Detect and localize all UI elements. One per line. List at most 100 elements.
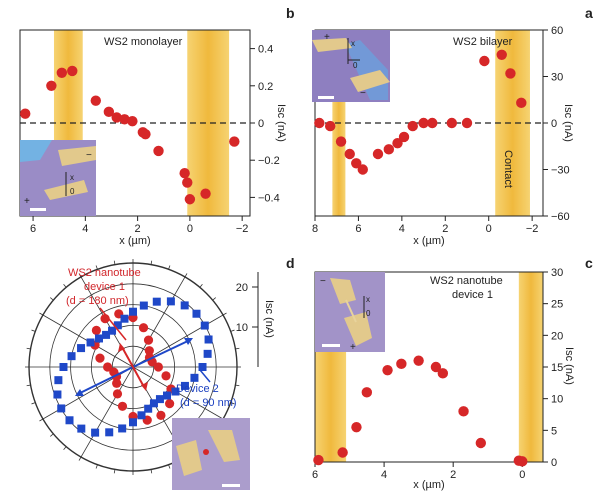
data-point (351, 421, 362, 433)
polar-tick (31, 329, 36, 332)
x-axis-title-a: x (µm) (413, 235, 444, 247)
y-tick-label: 10 (551, 394, 563, 406)
blue-arrow-head (184, 338, 193, 345)
blue-series-label-line2: (d = 90 nm) (180, 397, 237, 409)
polar-point-device2 (105, 428, 114, 437)
x-axis-title-c: x (µm) (413, 479, 444, 491)
polar-point-device2 (144, 404, 153, 413)
inset-tube-c (345, 299, 357, 323)
data-point (475, 437, 487, 449)
data-point (446, 117, 457, 129)
contact-band (518, 272, 543, 462)
inset-plus-c: + (350, 342, 356, 353)
data-point (398, 131, 410, 143)
inset-plus-a: + (324, 32, 330, 43)
polar-point-device2 (57, 404, 66, 413)
y-tick-label: −0.2 (258, 155, 280, 167)
polar-point-device1 (153, 362, 164, 372)
y-tick-label: 30 (551, 267, 563, 279)
inset-contact-right-d (208, 430, 240, 462)
polar-point-device2 (67, 352, 76, 361)
x-tick-label: 6 (30, 223, 36, 235)
polar-point-device1 (95, 353, 105, 363)
polar-point-device2 (192, 309, 201, 318)
data-point (427, 117, 438, 129)
data-point (153, 145, 164, 157)
polar-point-device1 (156, 410, 166, 420)
inset-contact-top-b (58, 146, 96, 166)
tick-marks-b: 6 4 2 0 −2 0.4 0.2 0 −0.2 −0.4 (30, 44, 280, 235)
data-points-b (20, 65, 240, 205)
x-tick-label: 0 (519, 469, 525, 481)
polar-point-device1 (144, 346, 154, 356)
y-tick-label: 20 (551, 330, 563, 342)
polar-point-device2 (54, 376, 63, 385)
polar-point-device2 (118, 424, 127, 433)
polar-point-device2 (86, 338, 95, 347)
polar-point-device1 (161, 371, 171, 381)
inset-minus-b: − (86, 150, 92, 161)
x-tick-label: 4 (82, 223, 88, 235)
polar-point-device2 (77, 344, 86, 353)
inset-flake-b (20, 140, 52, 162)
polar-spoke (132, 276, 186, 368)
device-inset-c: − + x 0 (315, 272, 385, 353)
polarization-arrows (75, 338, 193, 396)
polar-tick (39, 418, 44, 422)
red-arrow-head-2 (141, 382, 148, 391)
inset-minus-c: − (320, 276, 326, 287)
data-point (479, 55, 490, 67)
inset-scalebar-b (30, 208, 46, 211)
polar-point-device2 (129, 307, 137, 316)
inset-axis-x-label-c: x (366, 295, 370, 304)
x-tick-label: −2 (526, 223, 539, 235)
device-inset-d (172, 418, 250, 490)
red-series-label-line2: device 1 (84, 281, 125, 293)
polar-point-device1 (112, 389, 123, 399)
device-inset-a: + − x 0 (312, 30, 390, 102)
polar-point-device2 (200, 321, 209, 330)
polar-tick (199, 284, 203, 288)
inset-contact-top-a (312, 38, 352, 52)
radial-tick-label-20: 20 (236, 282, 248, 294)
data-point (140, 128, 151, 140)
x-tick-label: −2 (236, 223, 249, 235)
data-point (56, 67, 68, 78)
polar-point-device2 (65, 416, 74, 425)
polar-tick (235, 347, 240, 350)
red-series-leader (99, 307, 127, 341)
radial-axis-title: Isc (nA) (263, 300, 275, 338)
polar-tick (168, 265, 171, 270)
polar-point-device2 (53, 390, 62, 399)
device-inset-b: − + x 0 (20, 140, 96, 216)
polar-point-device2 (108, 326, 117, 335)
data-point (517, 456, 528, 467)
inset-scalebar-d (222, 484, 240, 487)
x-tick-label: 2 (442, 223, 448, 235)
data-point (119, 114, 130, 125)
y-tick-label: 0 (551, 118, 557, 130)
polar-point-device2 (139, 301, 148, 310)
polar-tick (222, 312, 227, 316)
polar-tick (31, 402, 36, 405)
polar-spoke (80, 366, 134, 458)
data-point (20, 108, 31, 119)
y-tick-label: 0 (551, 457, 557, 469)
red-arrow-line (121, 346, 134, 368)
y-axis-title-b: Isc (nA) (275, 104, 287, 142)
x-tick-label: 2 (450, 469, 456, 481)
polar-point-device2 (171, 387, 180, 396)
polar-point-device2 (113, 321, 122, 330)
data-points-a (314, 49, 527, 175)
data-point (127, 115, 138, 127)
data-points-c (313, 355, 528, 467)
x-tick-label: 8 (312, 223, 318, 235)
inset-contact-bottom-c (344, 312, 372, 346)
polar-point-device1 (112, 378, 122, 388)
y-axis-title-a: Isc (nA) (562, 104, 574, 142)
inset-axis-0-label-b: 0 (70, 187, 75, 196)
panel-letter-c: c (585, 255, 593, 271)
data-point (382, 364, 393, 376)
polar-point-device2 (102, 330, 111, 339)
polar-tick (50, 297, 54, 301)
